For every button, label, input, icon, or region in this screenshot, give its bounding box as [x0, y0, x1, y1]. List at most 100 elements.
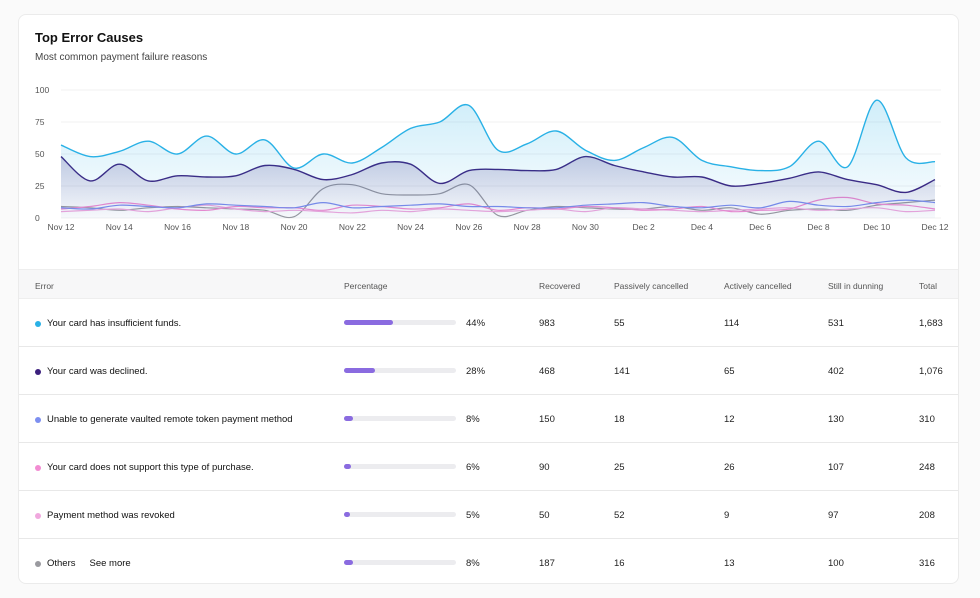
percentage-bar-fill: [344, 368, 376, 373]
recovered-value: 150: [539, 414, 555, 425]
error-label: Unable to generate vaulted remote token …: [47, 414, 293, 425]
percentage-value: 6%: [466, 462, 480, 473]
x-tick-label: Dec 6: [749, 222, 771, 232]
error-label: Your card has insufficient funds.: [47, 318, 182, 329]
total-value: 1,076: [919, 366, 943, 377]
actively-cancelled-value: 9: [724, 510, 730, 521]
percentage-bar-fill: [344, 464, 351, 469]
passively-cancelled-value: 52: [614, 510, 625, 521]
still-in-dunning-value: 97: [828, 510, 839, 521]
series-color-dot: [35, 512, 41, 519]
x-tick-label: Dec 2: [633, 222, 655, 232]
header-error: Error: [35, 281, 54, 291]
table-row[interactable]: Your card was declined. 28% 468 141 65 402 1,0…: [19, 347, 958, 395]
series-color-dot: [35, 416, 41, 423]
x-tick-label: Dec 12: [922, 222, 949, 232]
actively-cancelled-value: 65: [724, 366, 735, 377]
passively-cancelled-value: 25: [614, 462, 625, 473]
x-tick-label: Dec 10: [863, 222, 890, 232]
percentage-bar: [344, 464, 456, 469]
x-tick-label: Nov 20: [281, 222, 308, 232]
percentage-bar: [344, 368, 456, 373]
total-value: 208: [919, 510, 935, 521]
series-color-dot: [35, 560, 41, 567]
error-label: Your card does not support this type of …: [47, 462, 254, 473]
total-value: 248: [919, 462, 935, 473]
error-label: Your card was declined.: [47, 366, 148, 377]
percentage-bar-fill: [344, 560, 353, 565]
error-cell: Your card has insufficient funds.: [35, 318, 181, 329]
still-in-dunning-value: 402: [828, 366, 844, 377]
x-tick-label: Dec 4: [691, 222, 713, 232]
total-value: 1,683: [919, 318, 943, 329]
percentage-bar: [344, 320, 456, 325]
still-in-dunning-value: 130: [828, 414, 844, 425]
percentage-value: 44%: [466, 318, 486, 329]
passively-cancelled-value: 141: [614, 366, 630, 377]
x-tick-label: Nov 22: [339, 222, 366, 232]
error-label: Others: [47, 558, 76, 569]
error-causes-card: 0 25 50 75 100 Nov 12 Nov 14 Nov 16 Nov 18 Nov 20…: [18, 14, 959, 584]
series-color-dot: [35, 320, 41, 327]
error-cell: Payment method was revoked: [35, 510, 175, 521]
actively-cancelled-value: 114: [724, 318, 740, 329]
y-tick-label: 0: [35, 213, 40, 223]
recovered-value: 983: [539, 318, 555, 329]
table-row[interactable]: Unable to generate vaulted remote token …: [19, 395, 958, 443]
series-line-0: [60, 99, 936, 172]
header-actively-cancelled: Actively cancelled: [724, 281, 792, 291]
header-percentage: Percentage: [344, 281, 388, 291]
x-tick-label: Nov 30: [572, 222, 599, 232]
recovered-value: 187: [539, 558, 555, 569]
percentage-bar-fill: [344, 320, 394, 325]
percentage-bar-fill: [344, 512, 350, 517]
passively-cancelled-value: 16: [614, 558, 625, 569]
y-tick-label: 25: [35, 181, 45, 191]
still-in-dunning-value: 100: [828, 558, 844, 569]
percentage-bar: [344, 512, 456, 517]
percentage-bar: [344, 416, 456, 421]
y-tick-label: 50: [35, 149, 45, 159]
percentage-bar-fill: [344, 416, 353, 421]
error-cell: Your card was declined.: [35, 366, 148, 377]
table-row[interactable]: Others See more 8% 187 16 13 100 316: [19, 539, 958, 583]
table-row[interactable]: Your card has insufficient funds. 44% 983 5…: [19, 299, 958, 347]
still-in-dunning-value: 531: [828, 318, 844, 329]
header-total: Total: [919, 281, 937, 291]
total-value: 316: [919, 558, 935, 569]
header-recovered: Recovered: [539, 281, 581, 291]
header-still-in-dunning: Still in dunning: [828, 281, 884, 291]
still-in-dunning-value: 107: [828, 462, 844, 473]
x-tick-label: Nov 26: [455, 222, 482, 232]
x-tick-label: Nov 14: [106, 222, 133, 232]
x-tick-label: Nov 16: [164, 222, 191, 232]
recovered-value: 90: [539, 462, 550, 473]
x-tick-label: Nov 28: [514, 222, 541, 232]
see-more-link[interactable]: See more: [89, 558, 131, 569]
error-cell: Your card does not support this type of …: [35, 462, 254, 473]
x-tick-label: Nov 18: [222, 222, 249, 232]
percentage-value: 5%: [466, 510, 480, 521]
x-tick-label: Nov 12: [48, 222, 75, 232]
percentage-bar: [344, 560, 456, 565]
actively-cancelled-value: 12: [724, 414, 735, 425]
table-row[interactable]: Payment method was revoked 5% 50 52 9 97 208: [19, 491, 958, 539]
series-area-0: [61, 100, 935, 218]
table-header: Error Percentage Recovered Passively can…: [19, 269, 958, 299]
passively-cancelled-value: 18: [614, 414, 625, 425]
series-color-dot: [35, 464, 41, 471]
card-title: Top Error Causes: [35, 30, 144, 45]
table-row[interactable]: Your card does not support this type of …: [19, 443, 958, 491]
percentage-value: 28%: [466, 366, 486, 377]
passively-cancelled-value: 55: [614, 318, 625, 329]
actively-cancelled-value: 13: [724, 558, 735, 569]
percentage-value: 8%: [466, 558, 480, 569]
total-value: 310: [919, 414, 935, 425]
x-tick-label: Nov 24: [397, 222, 424, 232]
x-tick-label: Dec 8: [807, 222, 829, 232]
error-cell: Unable to generate vaulted remote token …: [35, 414, 293, 425]
error-label: Payment method was revoked: [47, 510, 175, 521]
error-cell: Others See more: [35, 558, 131, 569]
card-subtitle: Most common payment failure reasons: [35, 52, 208, 63]
actively-cancelled-value: 26: [724, 462, 735, 473]
